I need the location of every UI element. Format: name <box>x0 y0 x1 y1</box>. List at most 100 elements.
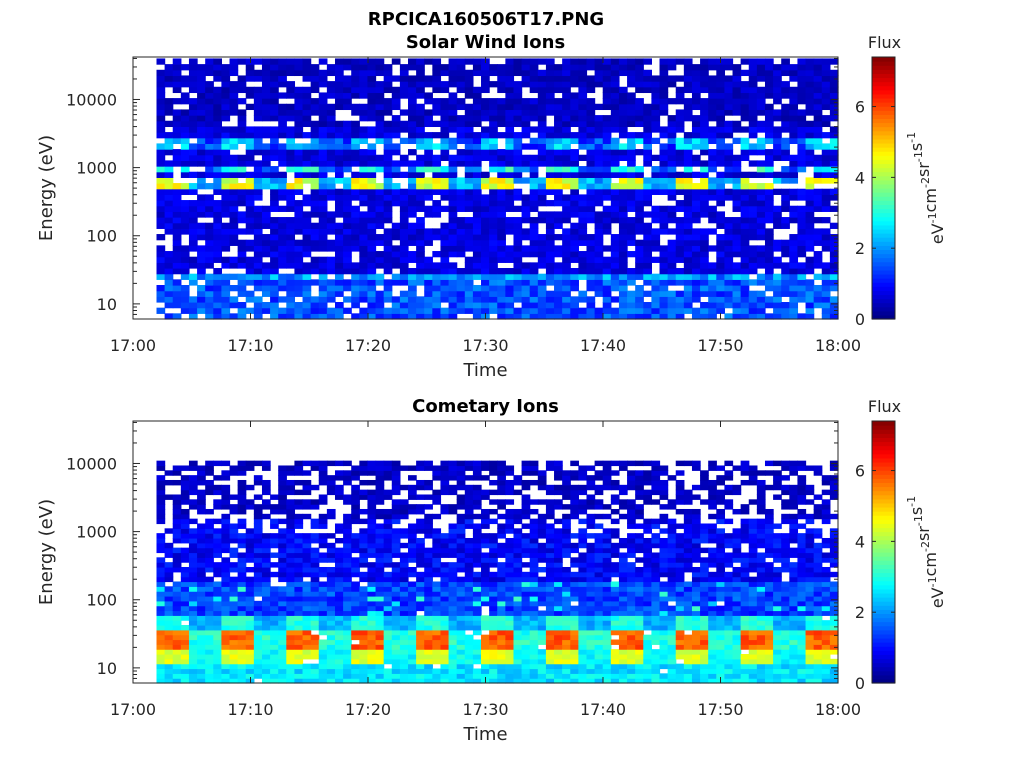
heatmap-cell <box>326 566 336 573</box>
heatmap-cell <box>156 465 166 471</box>
heatmap-cell <box>221 228 231 235</box>
heatmap-cell <box>326 668 336 674</box>
heatmap-cell <box>497 273 506 280</box>
heatmap-cell <box>383 547 393 554</box>
heatmap-cell <box>521 268 531 275</box>
heatmap-cell <box>188 115 198 122</box>
heatmap-cell <box>424 228 433 235</box>
heatmap-cell <box>578 205 588 212</box>
heatmap-cell <box>391 586 401 592</box>
heatmap-cell <box>164 576 174 583</box>
heatmap-cell <box>497 302 506 309</box>
heatmap-cell <box>651 256 661 263</box>
heatmap-cell <box>416 518 425 525</box>
heatmap-cell <box>367 663 377 670</box>
heatmap-cell <box>554 290 563 297</box>
heatmap-cell <box>432 465 442 471</box>
heatmap-cell <box>805 234 815 241</box>
heatmap-cell <box>554 137 563 144</box>
heatmap-cell <box>497 296 506 303</box>
heatmap-cell <box>156 644 166 650</box>
heatmap-cell <box>261 149 271 156</box>
heatmap-cell <box>481 200 490 207</box>
heatmap-cell <box>172 591 182 597</box>
heatmap-cell <box>424 211 433 218</box>
heatmap-cell <box>205 256 214 263</box>
heatmap-cell <box>294 562 304 568</box>
heatmap-cell <box>351 177 360 184</box>
heatmap-cell <box>367 644 377 650</box>
heatmap-cell <box>310 654 320 660</box>
heatmap-cell <box>781 188 790 195</box>
heatmap-cell <box>821 234 831 241</box>
heatmap-cell <box>294 64 304 71</box>
heatmap-cell <box>164 629 174 636</box>
heatmap-cell <box>716 98 726 105</box>
heatmap-cell <box>197 552 206 558</box>
heatmap-cell <box>286 644 296 650</box>
heatmap-cell <box>253 523 263 529</box>
heatmap-cell <box>375 591 385 597</box>
heatmap-cell <box>326 649 336 655</box>
heatmap-cell <box>245 137 255 144</box>
heatmap-cell <box>489 279 498 286</box>
heatmap-cell <box>229 273 239 280</box>
heatmap-cell <box>432 634 442 641</box>
heatmap-cell <box>205 262 214 269</box>
heatmap-cell <box>391 120 401 128</box>
heatmap-cell <box>708 92 717 99</box>
heatmap-cell <box>440 460 450 467</box>
heatmap-cell <box>188 634 198 641</box>
heatmap-cell <box>740 302 750 309</box>
heatmap-cell <box>724 81 734 88</box>
heatmap-cell <box>448 475 458 481</box>
heatmap-cell <box>659 211 669 218</box>
heatmap-cell <box>334 591 344 597</box>
heatmap-cell <box>805 132 815 139</box>
heatmap-cell <box>635 228 644 235</box>
heatmap-cell <box>245 654 255 660</box>
heatmap-cell <box>383 120 393 128</box>
heatmap-cell <box>164 103 174 111</box>
heatmap-cell <box>205 205 214 212</box>
heatmap-cell <box>416 528 425 534</box>
heatmap-cell <box>334 132 344 139</box>
heatmap-cell <box>197 654 206 660</box>
heatmap-cell <box>643 120 652 128</box>
heatmap-cell <box>391 649 401 655</box>
heatmap-cell <box>440 285 450 292</box>
heatmap-cell <box>635 273 644 280</box>
heatmap-cell <box>318 586 328 592</box>
heatmap-cell <box>351 205 360 212</box>
heatmap-cell <box>172 470 182 476</box>
heatmap-cell <box>343 629 352 636</box>
heatmap-cell <box>651 154 661 161</box>
heatmap-cell <box>156 605 166 612</box>
heatmap-cell <box>618 285 628 292</box>
heatmap-cell <box>472 313 482 320</box>
heatmap-cell <box>286 143 296 150</box>
heatmap-cell <box>464 557 474 563</box>
heatmap-cell <box>221 256 231 263</box>
heatmap-cell <box>310 484 320 491</box>
colorbar-tick-label: 6 <box>855 98 865 117</box>
heatmap-cell <box>724 279 734 286</box>
heatmap-cell <box>294 533 304 539</box>
heatmap-cell <box>351 562 360 568</box>
heatmap-cell <box>278 479 287 486</box>
heatmap-cell <box>505 302 515 309</box>
heatmap-cell <box>156 581 166 587</box>
heatmap-cell <box>440 239 450 246</box>
heatmap-cell <box>481 98 490 105</box>
heatmap-cell <box>399 81 409 88</box>
heatmap-cell <box>261 81 271 88</box>
heatmap-cell <box>164 571 174 578</box>
heatmap-cell <box>708 273 717 280</box>
heatmap-cell <box>545 69 555 77</box>
heatmap-cell <box>164 149 174 156</box>
heatmap-cell <box>270 673 279 679</box>
heatmap-cell <box>610 58 620 65</box>
heatmap-cell <box>310 518 320 525</box>
heatmap-cell <box>180 634 190 641</box>
heatmap-cell <box>578 234 588 241</box>
